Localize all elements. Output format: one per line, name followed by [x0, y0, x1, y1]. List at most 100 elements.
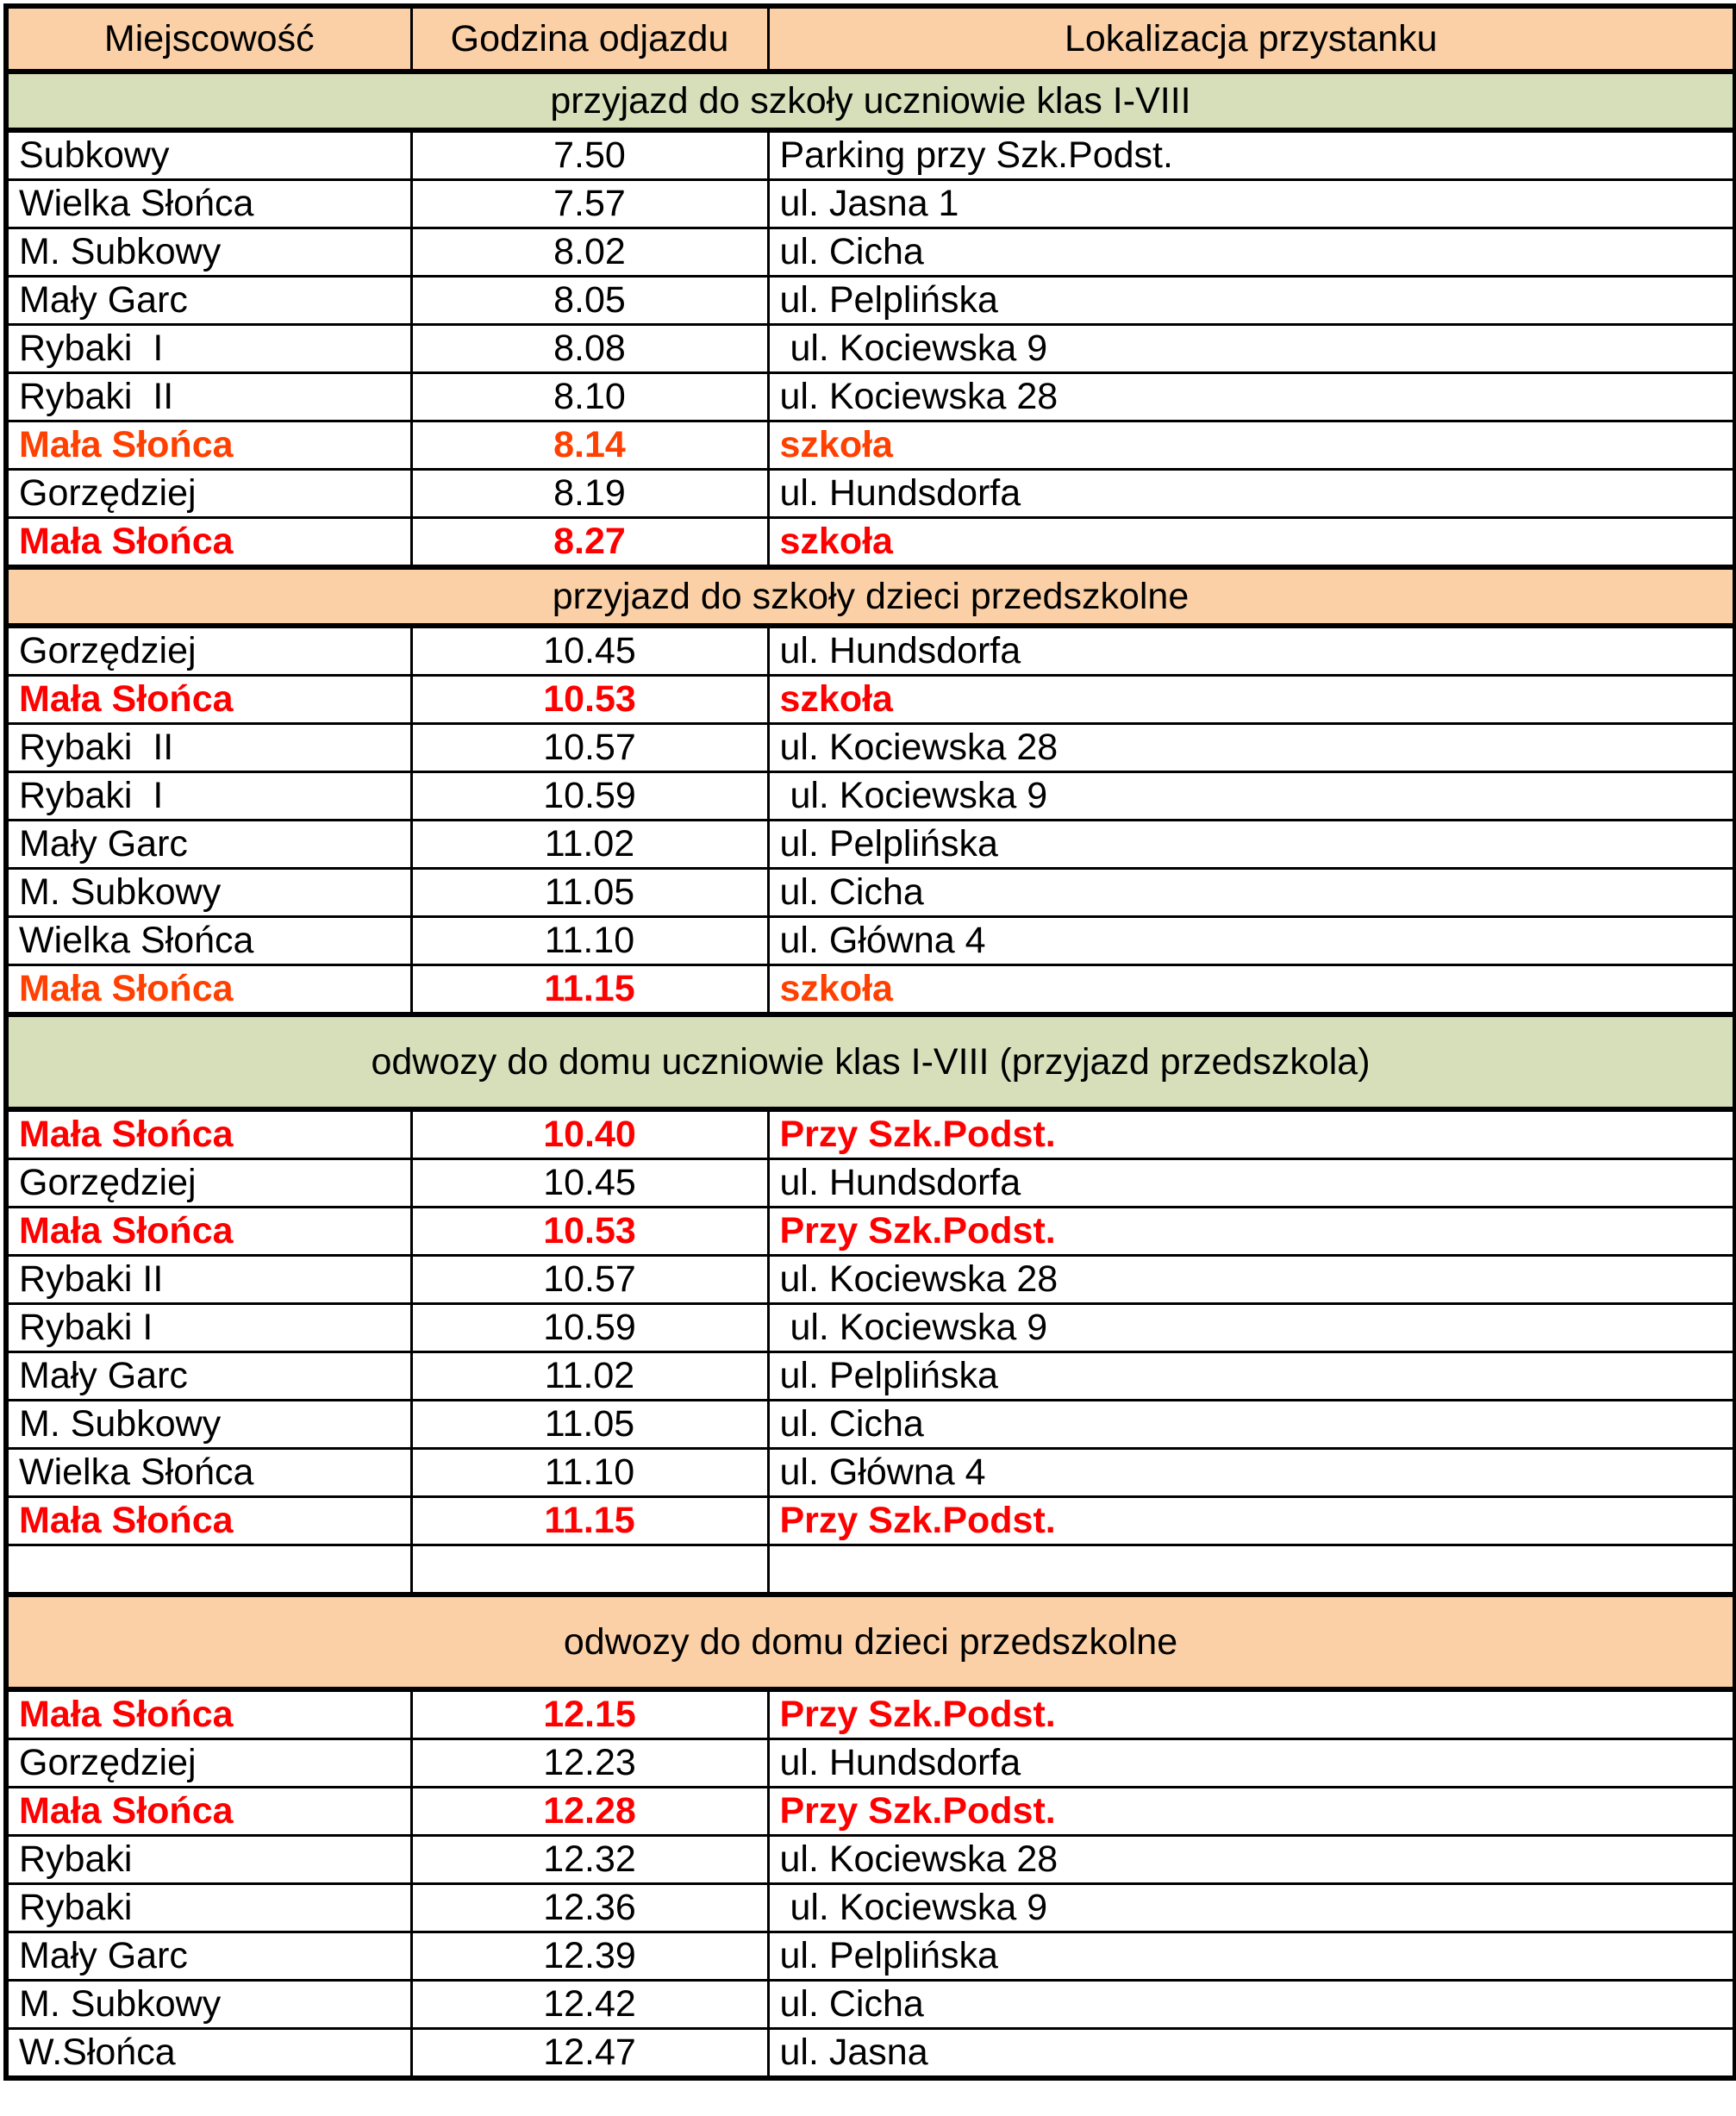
stop-cell: Przy Szk.Podst. — [766, 1206, 1736, 1257]
time-cell: 11.05 — [409, 867, 770, 918]
schedule-row: Mała Słońca 8.27 szkoła — [4, 516, 1736, 569]
place-cell: Mały Garc — [4, 1931, 413, 1982]
schedule-row: Mały Garc 11.02 ul. Pelplińska — [4, 1351, 1736, 1401]
stop-cell: szkoła — [766, 420, 1736, 471]
time-cell: 8.10 — [409, 371, 770, 422]
time-cell: 8.02 — [409, 227, 770, 278]
time-cell: 11.02 — [409, 819, 770, 870]
section-header-row: przyjazd do szkoły uczniowie klas I-VIII — [4, 69, 1736, 133]
schedule-row: Mała Słońca 11.15 szkoła — [4, 964, 1736, 1016]
place-cell: M. Subkowy — [4, 867, 413, 918]
stop-cell — [766, 1544, 1736, 1596]
place-cell: Mała Słońca — [4, 1495, 413, 1546]
stop-cell: ul. Kociewska 9 — [766, 1302, 1736, 1353]
time-cell: 8.14 — [409, 420, 770, 471]
schedule-row: Gorzędziej 10.45 ul. Hundsdorfa — [4, 1158, 1736, 1208]
stop-cell: ul. Kociewska 28 — [766, 1834, 1736, 1885]
place-cell: Gorzędziej — [4, 1738, 413, 1788]
place-cell: Rybaki I — [4, 771, 413, 821]
schedule-row: Mały Garc 11.02 ul. Pelplińska — [4, 819, 1736, 870]
time-cell: 12.28 — [409, 1786, 770, 1837]
section-header-row: odwozy do domu dzieci przedszkolne — [4, 1592, 1736, 1692]
place-cell: Wielka Słońca — [4, 178, 413, 229]
stop-cell: szkoła — [766, 964, 1736, 1016]
time-cell: 10.45 — [409, 624, 770, 677]
place-cell: Rybaki II — [4, 722, 413, 773]
place-cell: Rybaki I — [4, 1302, 413, 1353]
stop-cell: ul. Pelplińska — [766, 819, 1736, 870]
schedule-row: Wielka Słońca 11.10 ul. Główna 4 — [4, 915, 1736, 966]
time-cell: 7.50 — [409, 128, 770, 181]
schedule-row: Mała Słońca 11.15 Przy Szk.Podst. — [4, 1495, 1736, 1546]
time-cell: 11.05 — [409, 1399, 770, 1450]
time-cell: 12.23 — [409, 1738, 770, 1788]
place-cell: Gorzędziej — [4, 1158, 413, 1208]
time-cell: 12.36 — [409, 1882, 770, 1933]
column-header-stop: Lokalizacja przystanku — [766, 4, 1736, 74]
stop-cell: szkoła — [766, 516, 1736, 569]
section-title: odwozy do domu uczniowie klas I-VIII (pr… — [4, 1012, 1736, 1112]
schedule-row: Mała Słońca 10.53 Przy Szk.Podst. — [4, 1206, 1736, 1257]
time-cell: 12.42 — [409, 1979, 770, 2030]
place-cell: Mała Słońca — [4, 1108, 413, 1160]
place-cell: Mała Słońca — [4, 516, 413, 569]
time-cell: 11.02 — [409, 1351, 770, 1401]
stop-cell: ul. Hundsdorfa — [766, 624, 1736, 677]
stop-cell: szkoła — [766, 674, 1736, 725]
time-cell: 10.40 — [409, 1108, 770, 1160]
stop-cell: ul. Jasna — [766, 2027, 1736, 2080]
time-cell: 11.10 — [409, 915, 770, 966]
time-cell: 7.57 — [409, 178, 770, 229]
schedule-row: M. Subkowy 8.02 ul. Cicha — [4, 227, 1736, 278]
schedule-row: M. Subkowy 11.05 ul. Cicha — [4, 1399, 1736, 1450]
time-cell: 10.57 — [409, 722, 770, 773]
schedule-row: Gorzędziej 12.23 ul. Hundsdorfa — [4, 1738, 1736, 1788]
stop-cell: ul. Główna 4 — [766, 915, 1736, 966]
time-cell: 10.45 — [409, 1158, 770, 1208]
place-cell: W.Słońca — [4, 2027, 413, 2080]
time-cell: 11.10 — [409, 1447, 770, 1498]
schedule-row: Rybaki I 8.08 ul. Kociewska 9 — [4, 323, 1736, 374]
place-cell: Mała Słońca — [4, 1688, 413, 1740]
schedule-row: Subkowy 7.50 Parking przy Szk.Podst. — [4, 128, 1736, 181]
time-cell: 10.53 — [409, 674, 770, 725]
stop-cell: Przy Szk.Podst. — [766, 1688, 1736, 1740]
schedule-row: Rybaki I 10.59 ul. Kociewska 9 — [4, 771, 1736, 821]
column-header-place: Miejscowość — [4, 4, 413, 74]
place-cell: Mała Słońca — [4, 1206, 413, 1257]
time-cell: 12.39 — [409, 1931, 770, 1982]
schedule-row: Mały Garc 8.05 ul. Pelplińska — [4, 275, 1736, 326]
stop-cell: Parking przy Szk.Podst. — [766, 128, 1736, 181]
stop-cell: ul. Pelplińska — [766, 1351, 1736, 1401]
time-cell: 10.53 — [409, 1206, 770, 1257]
schedule-row: M. Subkowy 11.05 ul. Cicha — [4, 867, 1736, 918]
place-cell: Mała Słońca — [4, 420, 413, 471]
schedule-body: przyjazd do szkoły uczniowie klas I-VIII… — [4, 69, 1736, 2080]
stop-cell: ul. Hundsdorfa — [766, 1158, 1736, 1208]
stop-cell: ul. Cicha — [766, 1979, 1736, 2030]
schedule-row: Gorzędziej 10.45 ul. Hundsdorfa — [4, 624, 1736, 677]
time-cell: 11.15 — [409, 964, 770, 1016]
section-header-row: odwozy do domu uczniowie klas I-VIII (pr… — [4, 1012, 1736, 1112]
schedule-row: Gorzędziej 8.19 ul. Hundsdorfa — [4, 468, 1736, 519]
column-header-row: Miejscowość Godzina odjazdu Lokalizacja … — [4, 4, 1736, 74]
stop-cell: ul. Cicha — [766, 227, 1736, 278]
stop-cell: ul. Kociewska 9 — [766, 1882, 1736, 1933]
place-cell: Mała Słońca — [4, 964, 413, 1016]
place-cell: M. Subkowy — [4, 227, 413, 278]
schedule-row: Wielka Słońca 7.57 ul. Jasna 1 — [4, 178, 1736, 229]
schedule-row: Rybaki II 8.10 ul. Kociewska 28 — [4, 371, 1736, 422]
stop-cell: ul. Główna 4 — [766, 1447, 1736, 1498]
place-cell: Gorzędziej — [4, 624, 413, 677]
table-header: Miejscowość Godzina odjazdu Lokalizacja … — [4, 4, 1736, 74]
schedule-row: Rybaki II 10.57 ul. Kociewska 28 — [4, 722, 1736, 773]
stop-cell: Przy Szk.Podst. — [766, 1786, 1736, 1837]
stop-cell: ul. Hundsdorfa — [766, 1738, 1736, 1788]
schedule-row: M. Subkowy 12.42 ul. Cicha — [4, 1979, 1736, 2030]
stop-cell: Przy Szk.Podst. — [766, 1495, 1736, 1546]
schedule-row: Mała Słońca 12.15 Przy Szk.Podst. — [4, 1688, 1736, 1740]
place-cell: Subkowy — [4, 128, 413, 181]
schedule-row: Mała Słońca 10.40 Przy Szk.Podst. — [4, 1108, 1736, 1160]
stop-cell: ul. Cicha — [766, 1399, 1736, 1450]
